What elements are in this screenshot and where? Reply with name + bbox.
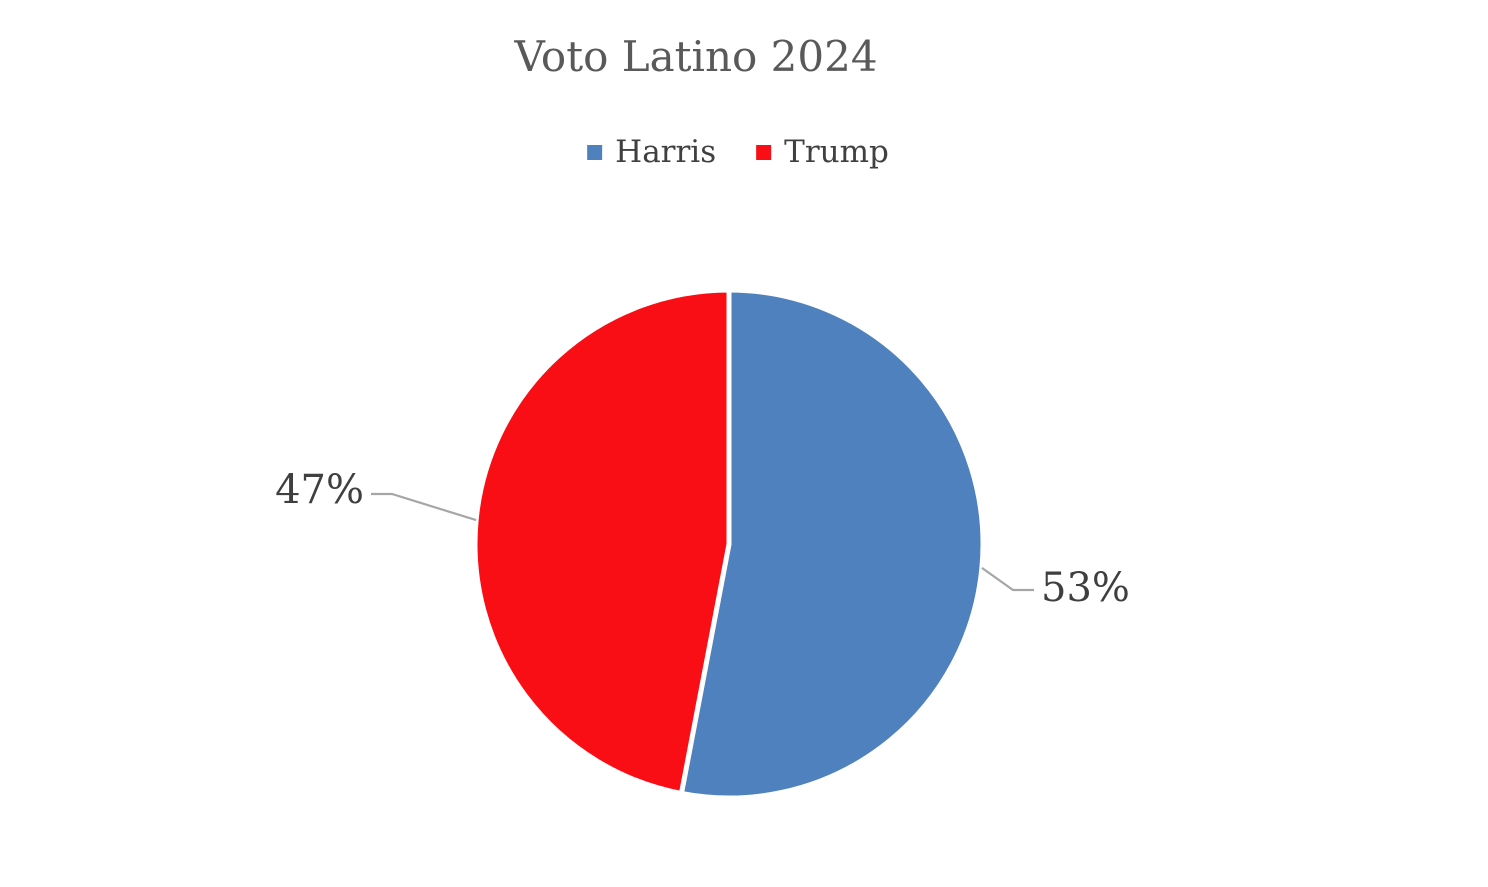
legend-label-trump: Trump <box>784 134 889 170</box>
chart-legend: Harris Trump <box>587 134 889 170</box>
legend-label-harris: Harris <box>615 134 717 170</box>
legend-swatch-trump <box>756 144 772 160</box>
leader-line-trump <box>371 492 477 522</box>
chart-title: Voto Latino 2024 <box>514 32 878 81</box>
leader-line-harris <box>981 567 1034 592</box>
legend-swatch-harris <box>587 144 603 160</box>
legend-item-harris: Harris <box>587 134 716 170</box>
data-label-trump: 47% <box>275 467 364 513</box>
legend-item-trump: Trump <box>756 134 889 170</box>
data-label-harris: 53% <box>1041 565 1130 611</box>
pie-slice-trump <box>472 287 732 796</box>
pie-slice-harris <box>678 287 986 801</box>
